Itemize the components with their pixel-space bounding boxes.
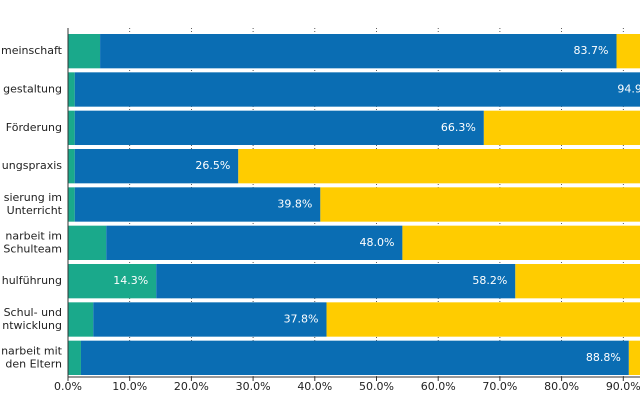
bar-segment: [74, 110, 484, 145]
bar-segment: [156, 264, 516, 299]
x-tick-label: 10.0%: [112, 380, 147, 393]
x-tick-label: 30.0%: [236, 380, 271, 393]
category-label: Förderung: [6, 121, 62, 134]
x-tick-label: 40.0%: [297, 380, 332, 393]
x-tick-label: 80.0%: [544, 380, 579, 393]
bar-segment: [68, 72, 75, 107]
bar-segment: [320, 187, 640, 222]
bar-segment: [628, 340, 640, 375]
x-tick-label: 0.0%: [54, 380, 82, 393]
value-label: 39.8%: [277, 198, 312, 211]
bar-segment: [106, 225, 403, 260]
x-tick-label: 50.0%: [359, 380, 394, 393]
bar-segment: [68, 34, 101, 69]
value-label: 48.0%: [359, 236, 394, 249]
category-label: ntwicklung: [2, 319, 62, 332]
bar-segment: [402, 225, 640, 260]
bar-segment: [68, 302, 94, 337]
bar-segment: [74, 187, 321, 222]
x-tick-label: 20.0%: [174, 380, 209, 393]
bar-segment: [515, 264, 640, 299]
x-tick-label: 70.0%: [482, 380, 517, 393]
value-label: 94.9%: [617, 83, 640, 96]
bar-segment: [68, 225, 107, 260]
category-label: Unterricht: [7, 204, 63, 217]
value-label: 37.8%: [284, 313, 319, 326]
category-label: gestaltung: [3, 83, 62, 96]
bar-segment: [68, 340, 81, 375]
category-label: hulführung: [2, 274, 62, 287]
bar-segment: [483, 110, 640, 145]
value-label: 26.5%: [195, 159, 230, 172]
value-label: 66.3%: [441, 121, 476, 134]
bar-segment: [93, 302, 327, 337]
category-label: ungspraxis: [2, 159, 62, 172]
category-label: den Eltern: [5, 357, 62, 370]
bar-segment: [68, 110, 75, 145]
bar-segment: [326, 302, 640, 337]
bar-segment: [80, 340, 629, 375]
x-tick-label: 60.0%: [421, 380, 456, 393]
bar-segment: [616, 34, 640, 69]
category-label: narbeit mit: [1, 344, 63, 357]
bar-segment: [74, 149, 239, 184]
bar-segment: [68, 187, 75, 222]
bar-segment: [238, 149, 640, 184]
bar-segment: [100, 34, 617, 69]
bar-segment: [68, 149, 75, 184]
category-label: narbeit im: [5, 229, 62, 242]
value-label: 83.7%: [574, 44, 609, 57]
category-label: meinschaft: [1, 44, 63, 57]
category-label: Schulteam: [3, 242, 62, 255]
bar-segment: [74, 72, 640, 107]
bar-segment: [68, 264, 157, 299]
category-label: Schul- und: [4, 306, 62, 319]
x-tick-label: 90.0%: [606, 380, 640, 393]
category-label: sierung im: [4, 191, 62, 204]
value-label: 88.8%: [586, 351, 621, 364]
value-label: 58.2%: [472, 274, 507, 287]
value-label: 14.3%: [113, 274, 148, 287]
